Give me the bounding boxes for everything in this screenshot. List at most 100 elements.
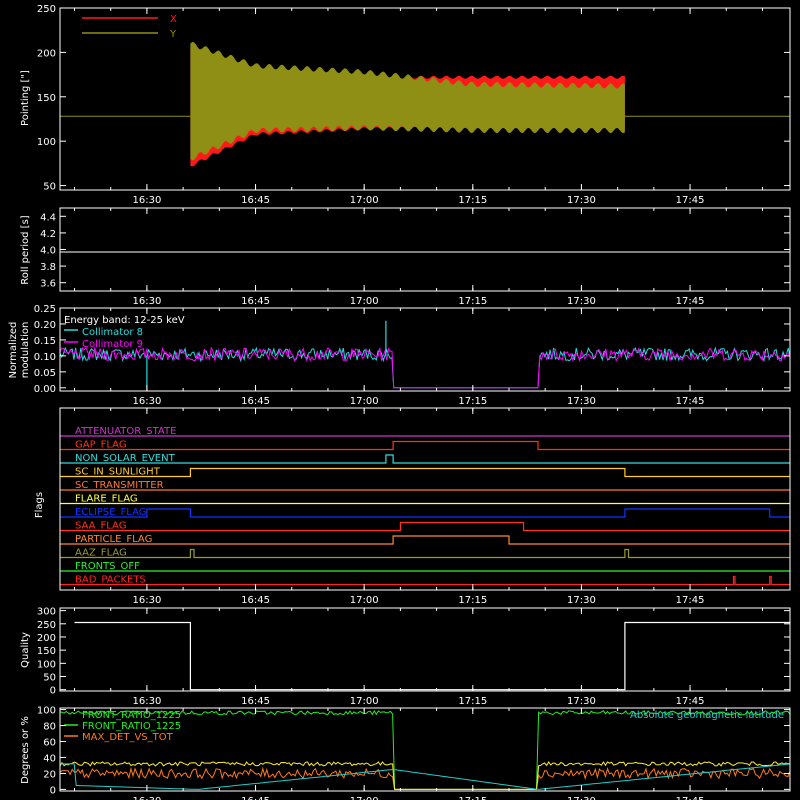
modulation-frame: 16:30 16:45 17:00 17:15 17:30 17:45 0.00 0.05 0.…	[34, 304, 791, 407]
x-tick-label: 17:45	[676, 796, 705, 800]
y-tick-label: 0.15	[34, 336, 56, 347]
panel-degrees: 16:30 16:45 17:00 17:15 17:30 17:45 0 20 40 60 80 1…	[20, 706, 791, 800]
modulation-energy-label: Energy band: 12-25 keV	[64, 315, 185, 326]
flag-label-sc_in_sunlight: SC_IN_SUNLIGHT	[75, 467, 161, 478]
flags-ylabel: Flags	[34, 492, 45, 518]
x-tick-label: 17:15	[458, 796, 487, 800]
modulation-legend-c8: Collimator 8	[82, 327, 143, 338]
x-tick-label: 17:00	[350, 396, 379, 407]
x-tick-label: 17:30	[567, 296, 596, 307]
flag-label-sc_transmitter: SC_TRANSMITTER	[75, 480, 164, 491]
x-tick-label: 16:45	[241, 195, 270, 206]
flag-line-saa_flag	[60, 521, 790, 532]
x-tick-label: 17:30	[567, 796, 596, 800]
x-tick-label: 17:00	[350, 595, 379, 606]
roll-period-frame: 16:30 16:45 17:00 17:15 17:30 17:45 3.6 3.8 4.0 4…	[40, 207, 791, 307]
x-tick-label: 16:30	[132, 396, 161, 407]
degrees-series-2	[59, 761, 791, 790]
x-tick-label: 17:45	[676, 195, 705, 206]
y-tick-label: 100	[37, 706, 56, 717]
flag-label-gap_flag: GAP_FLAG	[75, 440, 127, 451]
plot-frame	[59, 707, 791, 792]
y-tick-label: 250	[37, 4, 56, 15]
x-tick-label: 16:45	[241, 595, 270, 606]
degrees-frame: 16:30 16:45 17:00 17:15 17:30 17:45 0 20 40 60 80 1…	[37, 706, 791, 800]
panel-flags: ATTENUATOR_STATE GAP_FLAG NON_SOLAR_EVENT S…	[34, 407, 791, 606]
x-tick-label: 17:15	[458, 696, 487, 707]
x-tick-label: 17:45	[676, 296, 705, 307]
flags-data: ATTENUATOR_STATE GAP_FLAG NON_SOLAR_EVENT S…	[60, 426, 790, 586]
quality-line	[74, 621, 790, 691]
panel-modulation: 16:30 16:45 17:00 17:15 17:30 17:45 0.00 0.05 0.…	[8, 304, 791, 407]
plot-frame	[59, 607, 791, 692]
y-tick-label: 4.4	[40, 212, 56, 223]
y-tick-label: 0.05	[34, 368, 56, 379]
flag-label-saa_flag: SAA_FLAG	[75, 521, 126, 532]
quality-ylabel: Quality	[20, 632, 31, 668]
x-tick-label: 17:30	[567, 195, 596, 206]
flag-label-fronts_off: FRONTS_OFF	[75, 561, 140, 572]
y-tick-label: 150	[37, 93, 56, 104]
x-tick-label: 17:15	[458, 195, 487, 206]
pointing-ylabel: Pointing ["]	[20, 70, 31, 126]
y-tick-label: 3.8	[40, 262, 56, 273]
panel-pointing: 16:30 16:45 17:00 17:15 17:30 17:45 50 100 150 20…	[20, 4, 791, 206]
modulation-legend-c9: Collimator 9	[82, 339, 143, 350]
flag-label-particle_flag: PARTICLE_FLAG	[75, 534, 152, 545]
degrees-legend-max-det: MAX_DET_VS_TOT	[82, 732, 174, 743]
y-tick-label: 4.2	[40, 229, 56, 240]
y-tick-label: 200	[37, 633, 56, 644]
plot-frame	[59, 207, 791, 292]
y-tick-label: 100	[37, 659, 56, 670]
x-tick-label: 16:45	[241, 796, 270, 800]
degrees-ylabel: Degrees or %	[20, 716, 31, 784]
x-tick-label: 17:45	[676, 696, 705, 707]
y-tick-label: 60	[43, 738, 56, 749]
degrees-overlaid-label: FRONT_RATIO_1225	[82, 710, 181, 721]
degrees-right-label: Absolute geomagnetic latitude	[630, 710, 784, 721]
flag-line-eclipse_flag	[60, 508, 790, 518]
flag-label-flare_flag: FLARE_FLAG	[75, 494, 138, 505]
y-tick-label: 50	[43, 673, 56, 684]
x-tick-label: 17:00	[350, 796, 379, 800]
y-tick-label: 300	[37, 607, 56, 618]
degrees-series-3	[60, 763, 791, 790]
degrees-data	[59, 709, 791, 790]
flag-line-particle_flag	[60, 535, 790, 545]
y-tick-label: 0	[50, 785, 56, 796]
x-tick-label: 17:45	[676, 396, 705, 407]
x-tick-label: 17:00	[350, 296, 379, 307]
modulation-ylabel-2: modulation	[20, 322, 31, 379]
x-tick-label: 16:45	[241, 296, 270, 307]
modulation-data	[59, 320, 791, 389]
x-tick-label: 16:45	[241, 696, 270, 707]
quality-frame: 16:30 16:45 17:00 17:15 17:30 17:45 0 50 100 150 2…	[37, 607, 791, 707]
y-tick-label: 0.25	[34, 304, 56, 315]
degrees-legend-front-ratio: FRONT_RATIO_1225	[82, 721, 181, 732]
panel-quality: 16:30 16:45 17:00 17:15 17:30 17:45 0 50 100 150 2…	[20, 607, 791, 707]
y-tick-label: 50	[43, 182, 56, 193]
x-tick-label: 17:30	[567, 396, 596, 407]
plot-frame	[59, 407, 791, 591]
flag-label-eclipse_flag: ECLIPSE_FLAG	[75, 507, 146, 518]
x-tick-label: 17:00	[350, 195, 379, 206]
flag-line-non_solar_event	[60, 454, 790, 464]
x-tick-label: 17:15	[458, 595, 487, 606]
panel-roll-period: 16:30 16:45 17:00 17:15 17:30 17:45 3.6 3.8 4.0 4…	[20, 207, 791, 307]
flag-label-attenuator_state: ATTENUATOR_STATE	[75, 426, 176, 437]
x-tick-label: 17:30	[567, 595, 596, 606]
x-tick-label: 17:30	[567, 696, 596, 707]
y-tick-label: 3.6	[40, 279, 56, 290]
y-tick-label: 0.20	[34, 320, 56, 331]
pointing-frame: 16:30 16:45 17:00 17:15 17:30 17:45 50 100 150 20…	[37, 4, 791, 206]
plot-frame	[59, 7, 791, 191]
quality-data	[74, 621, 790, 691]
y-tick-label: 4.0	[40, 246, 56, 257]
modulation-ylabel-1: Normalized	[8, 322, 19, 379]
legend-x-label: X	[170, 14, 177, 25]
x-tick-label: 16:30	[132, 595, 161, 606]
y-tick-label: 100	[37, 137, 56, 148]
x-tick-label: 16:45	[241, 396, 270, 407]
legend-y-label: Y	[169, 29, 177, 40]
